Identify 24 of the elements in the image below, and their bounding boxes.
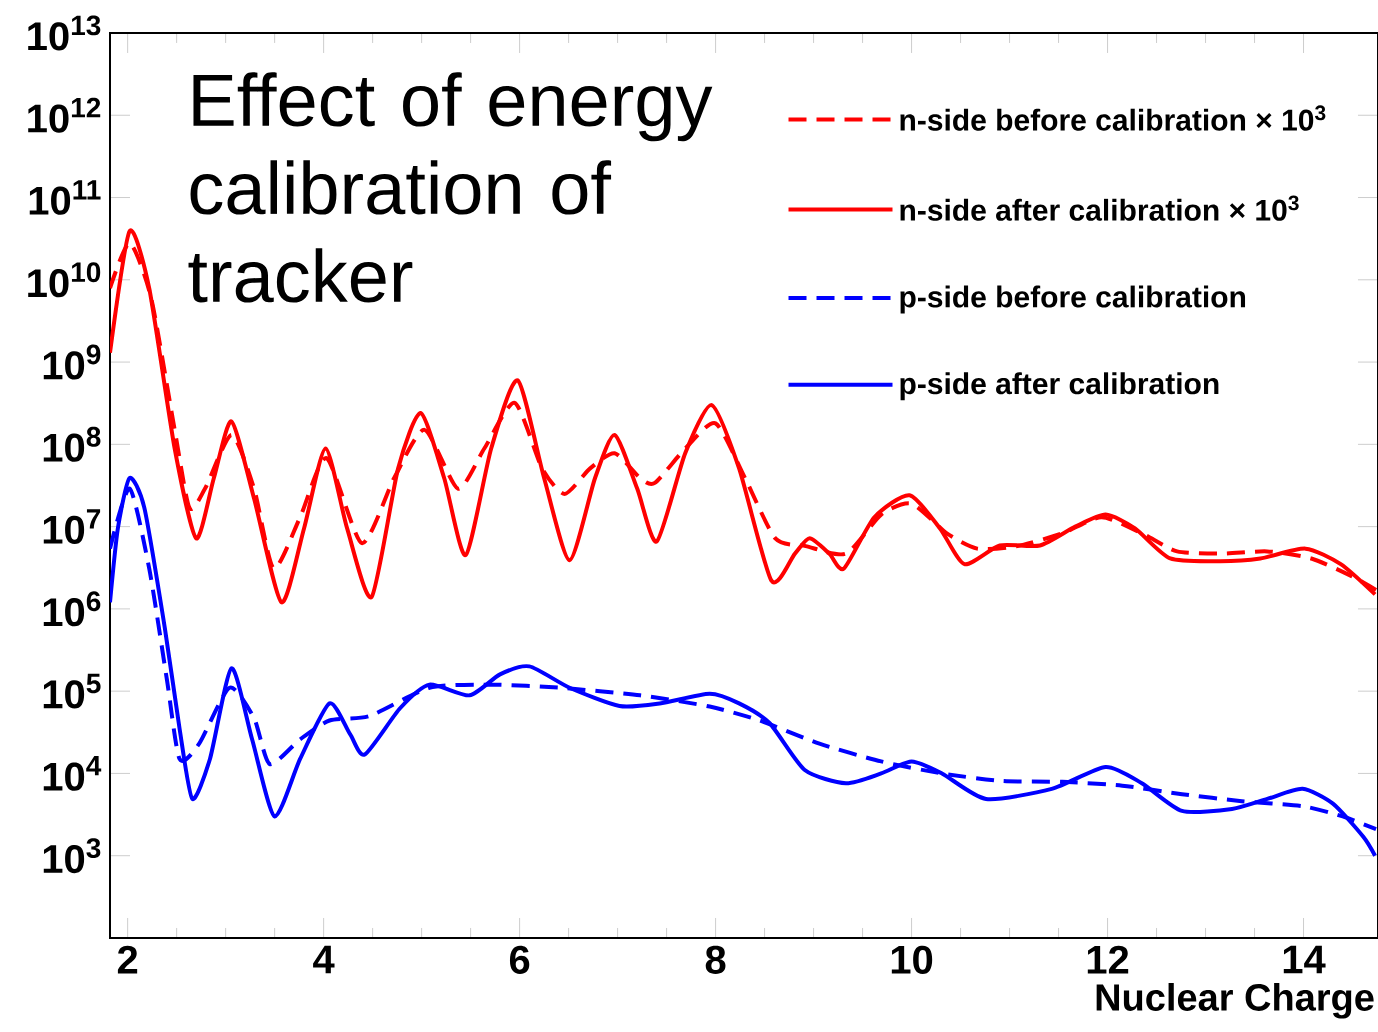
y-tick-label: 10$^{9}$ — [43, 344, 101, 380]
x-tick-label: 10 — [891, 945, 933, 974]
y-tick-label: 10$^{8}$ — [43, 426, 101, 462]
x-axis-title: Nuclear Charge — [1096, 982, 1374, 1019]
legend-label: p-side before calibration — [900, 285, 1246, 314]
x-tick-label: 4 — [313, 945, 335, 974]
y-tick-label: 10$^{11}$ — [29, 180, 101, 215]
y-tick-label: 10$^{13}$ — [28, 15, 101, 51]
y-tick-label: 10$^{5}$ — [43, 673, 101, 709]
x-tick-label: 8 — [705, 945, 726, 974]
x-tick-label: 14 — [1283, 945, 1326, 974]
y-tick-label: 10$^{7}$ — [43, 509, 101, 544]
y-tick-label: 10$^{3}$ — [43, 838, 101, 874]
legend-label: p-side after calibration — [900, 372, 1219, 401]
x-tick-label: 2 — [117, 945, 138, 974]
y-tick-label: 10$^{12}$ — [28, 97, 101, 133]
legend-label: n-side after calibration × 10$^{3}$ — [900, 195, 1299, 221]
x-tick-label: 12 — [1087, 945, 1129, 974]
y-tick-label: 10$^{10}$ — [28, 262, 101, 298]
legend-label: n-side before calibration × 10$^{3}$ — [900, 105, 1326, 131]
text: Effect of energy calibration of tracker — [188, 72, 713, 303]
y-tick-label: 10$^{4}$ — [43, 756, 102, 791]
x-tick-label: 6 — [509, 945, 530, 974]
y-tick-label: 10$^{6}$ — [43, 591, 101, 627]
